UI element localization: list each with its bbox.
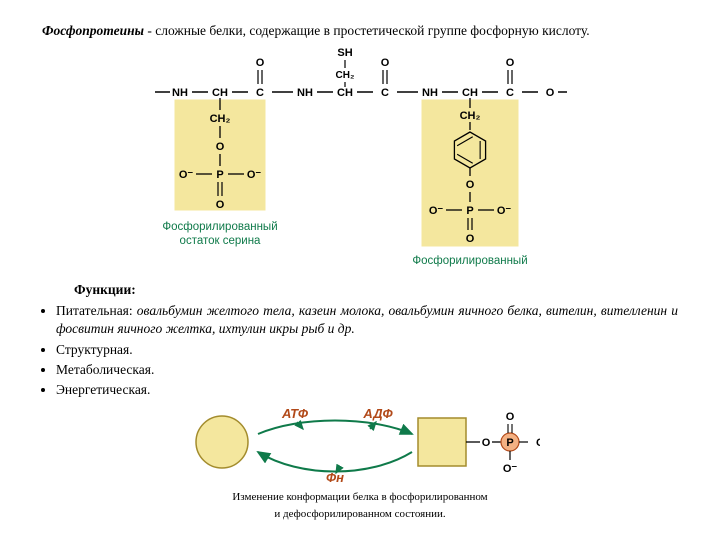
- caption-line2: и дефосфорилированном состоянии.: [274, 508, 445, 520]
- conformation-diagram: АТФ АДФ Фн O P O O⁻ O⁻: [180, 400, 540, 487]
- function-item: Метаболическая.: [56, 361, 678, 379]
- svg-text:O⁻: O⁻: [536, 437, 540, 449]
- svg-text:O⁻: O⁻: [179, 169, 194, 181]
- svg-text:АТФ: АТФ: [281, 406, 309, 421]
- svg-text:CH₂: CH₂: [336, 70, 355, 81]
- caption-line1: Изменение конформации белка в фосфорилир…: [232, 491, 487, 503]
- svg-text:O: O: [506, 57, 515, 69]
- caption: Изменение конформации белка в фосфорилир…: [0, 489, 720, 522]
- svg-text:АДФ: АДФ: [362, 406, 393, 421]
- svg-text:O: O: [256, 57, 265, 69]
- svg-text:Фосфорилированный: Фосфорилированный: [162, 221, 277, 233]
- svg-text:остаток серина: остаток серина: [180, 235, 262, 247]
- svg-text:C: C: [256, 87, 264, 99]
- svg-text:CH: CH: [337, 87, 353, 99]
- svg-text:P: P: [506, 437, 513, 449]
- term: Фосфопротеины: [42, 23, 144, 38]
- svg-text:Фн: Фн: [326, 470, 344, 482]
- phospho-residue-diagram: NH CH C NH CH C NH CH C O O O O SH CH₂ CH₂ O P O O⁻ O⁻ Фосфор…: [150, 46, 570, 276]
- svg-text:O: O: [482, 437, 491, 449]
- svg-text:O: O: [466, 179, 475, 191]
- svg-text:CH₂: CH₂: [460, 110, 481, 122]
- svg-text:NH: NH: [297, 87, 313, 99]
- function-item: Питательная: овальбумин желтого тела, ка…: [56, 302, 678, 338]
- svg-text:O: O: [216, 141, 225, 153]
- svg-text:CH: CH: [462, 87, 478, 99]
- svg-text:O: O: [466, 233, 475, 245]
- functions-block: Функции: Питательная: овальбумин желтого…: [42, 282, 678, 399]
- svg-text:O: O: [506, 411, 515, 423]
- svg-text:O: O: [546, 87, 555, 99]
- svg-text:O⁻: O⁻: [503, 463, 518, 475]
- definition-paragraph: Фосфопротеины - сложные белки, содержащи…: [42, 22, 678, 40]
- function-item: Структурная.: [56, 341, 678, 359]
- svg-text:O⁻: O⁻: [247, 169, 262, 181]
- svg-text:SH: SH: [337, 47, 352, 59]
- svg-text:CH: CH: [212, 87, 228, 99]
- svg-text:P: P: [216, 169, 223, 181]
- functions-list: Питательная: овальбумин желтого тела, ка…: [42, 302, 678, 399]
- svg-text:Фосфорилированный: Фосфорилированный: [412, 255, 527, 267]
- function-item: Энергетическая.: [56, 381, 678, 399]
- functions-heading: Функции:: [74, 282, 678, 298]
- definition-rest: - сложные белки, содержащие в простетиче…: [144, 23, 590, 38]
- svg-text:CH₂: CH₂: [210, 113, 231, 125]
- svg-text:O⁻: O⁻: [497, 205, 512, 217]
- svg-text:C: C: [381, 87, 389, 99]
- svg-text:NH: NH: [172, 87, 188, 99]
- svg-text:C: C: [506, 87, 514, 99]
- svg-text:O: O: [216, 199, 225, 211]
- svg-text:P: P: [466, 205, 473, 217]
- svg-text:O⁻: O⁻: [429, 205, 444, 217]
- svg-text:NH: NH: [422, 87, 438, 99]
- svg-text:остаток тирозина: остаток тирозина: [424, 269, 517, 271]
- svg-text:O: O: [381, 57, 390, 69]
